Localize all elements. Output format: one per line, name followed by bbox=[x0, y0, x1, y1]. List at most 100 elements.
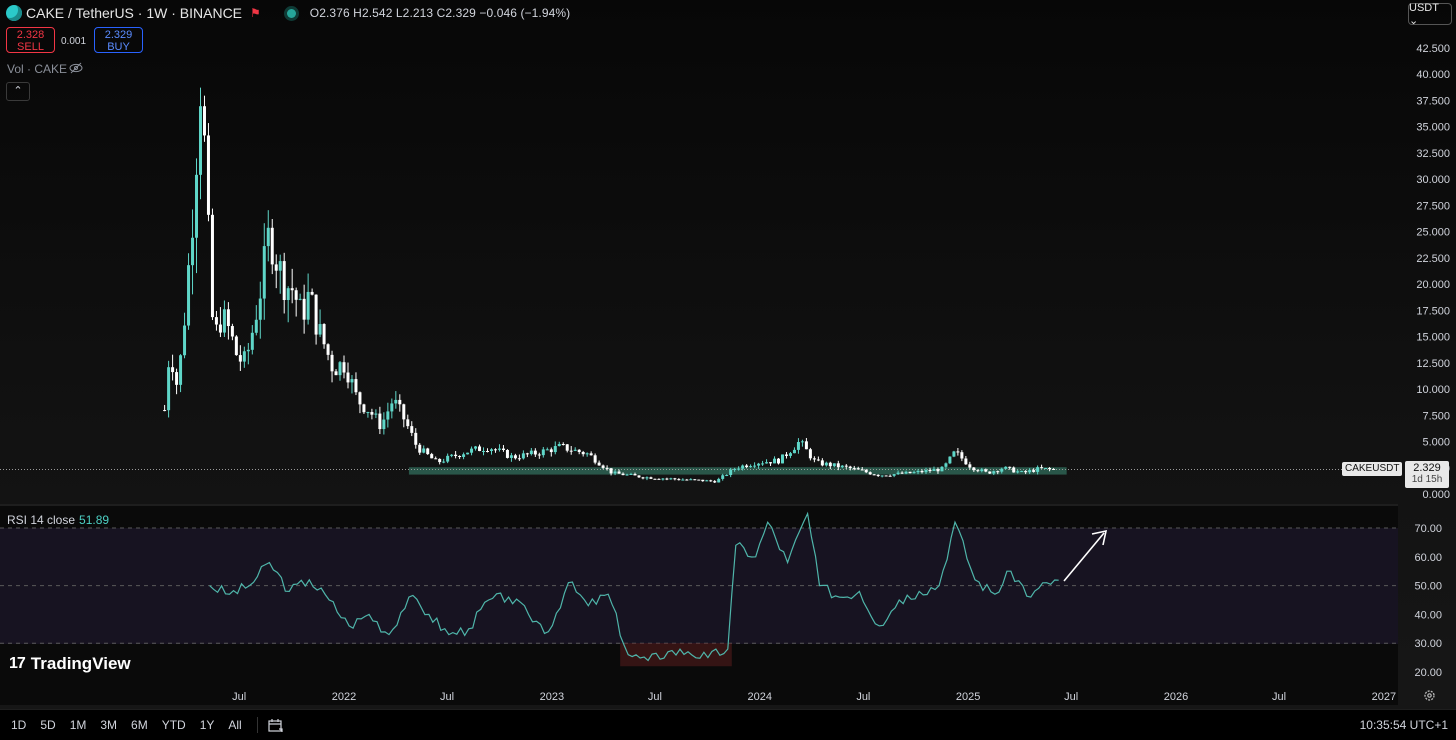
settings-gear-icon[interactable] bbox=[1423, 689, 1436, 702]
timeframe-ytd[interactable]: YTD bbox=[161, 718, 186, 732]
candle-body bbox=[254, 319, 258, 333]
collapse-button[interactable]: ⌃ bbox=[6, 82, 30, 101]
candle-body bbox=[932, 469, 936, 471]
time-tick-label: Jul bbox=[232, 691, 246, 703]
candle-body bbox=[354, 379, 358, 393]
candle-body bbox=[721, 475, 725, 479]
candle-body bbox=[753, 465, 757, 467]
candle-body bbox=[222, 309, 226, 333]
last-price: 2.329 bbox=[1413, 462, 1441, 474]
candle-body bbox=[553, 446, 557, 453]
price-axis[interactable]: 0.0002.5005.0007.50010.00012.50015.00017… bbox=[1416, 43, 1450, 501]
candle-body bbox=[980, 469, 984, 472]
date-range-icon[interactable] bbox=[268, 718, 284, 733]
candle-body bbox=[573, 449, 577, 451]
candle-body bbox=[749, 466, 753, 468]
rsi-axis[interactable]: 20.00 30.00 40.00 50.00 60.00 70.00 bbox=[1414, 523, 1442, 679]
candle-body bbox=[816, 459, 820, 461]
candle-body bbox=[713, 481, 717, 483]
timeframe-6m[interactable]: 6M bbox=[131, 718, 148, 732]
candle-body bbox=[458, 456, 462, 458]
timeframe-1m[interactable]: 1M bbox=[69, 718, 87, 732]
candle-body bbox=[808, 449, 812, 459]
buy-label: BUY bbox=[107, 41, 130, 53]
candle-body bbox=[282, 261, 286, 301]
candle-body bbox=[167, 367, 171, 411]
candle-body bbox=[649, 477, 653, 479]
volume-label[interactable]: Vol · CAKE bbox=[7, 62, 68, 76]
candle-body bbox=[394, 399, 398, 404]
price-tick-label: 15.000 bbox=[1416, 332, 1450, 344]
candle-body bbox=[673, 478, 677, 480]
candle-body bbox=[856, 468, 860, 470]
tradingview-logo[interactable]: 17 TradingView bbox=[9, 654, 131, 674]
candle-body bbox=[250, 332, 254, 350]
candle-body bbox=[183, 325, 187, 356]
candle-body bbox=[741, 465, 745, 469]
price-tick-label: 12.500 bbox=[1416, 358, 1450, 370]
candle-body bbox=[314, 294, 318, 335]
sell-price: 2.328 bbox=[16, 29, 45, 41]
candle-body bbox=[1036, 467, 1040, 472]
candle-body bbox=[832, 463, 836, 467]
candle-body bbox=[470, 448, 474, 453]
candle-body bbox=[1032, 470, 1036, 472]
time-axis[interactable]: Jul 2022 Jul 2023 Jul 2024 Jul 2025 Jul 2026 Jul 20… bbox=[232, 691, 1396, 703]
price-tick-label: 10.000 bbox=[1416, 384, 1450, 396]
candle-body bbox=[557, 444, 561, 447]
timeframe-1d[interactable]: 1D bbox=[11, 718, 27, 732]
timeframe-all[interactable]: All bbox=[228, 718, 242, 732]
buy-button[interactable]: 2.329 BUY bbox=[94, 27, 143, 53]
hidden-eye-icon[interactable] bbox=[69, 62, 83, 74]
bottom-toolbar: 1D 5D 1M 3M 6M YTD 1Y All 10:35:54 UTC+1 bbox=[0, 709, 1456, 740]
red-flag-icon[interactable]: ⚑ bbox=[250, 6, 261, 20]
chart-canvas[interactable]: 0.0002.5005.0007.50010.00012.50015.00017… bbox=[0, 0, 1456, 709]
candle-body bbox=[497, 448, 501, 450]
tradingview-wordmark: TradingView bbox=[30, 654, 131, 673]
candle-body bbox=[601, 465, 605, 468]
candle-body bbox=[585, 453, 589, 455]
candle-body bbox=[270, 227, 274, 265]
candle-body bbox=[709, 480, 713, 482]
candle-body bbox=[701, 479, 705, 482]
candle-body bbox=[489, 449, 493, 452]
candle-body bbox=[685, 479, 689, 481]
candle-body bbox=[306, 291, 310, 320]
tradingview-mark-icon: 17 bbox=[9, 655, 26, 672]
candle-body bbox=[645, 477, 649, 479]
clock[interactable]: 10:35:54 UTC+1 bbox=[1359, 718, 1448, 732]
candle-body bbox=[414, 432, 418, 445]
candle-body bbox=[175, 372, 179, 385]
symbol-title[interactable]: CAKE / TetherUS · 1W · BINANCE bbox=[26, 5, 243, 21]
candle-body bbox=[784, 454, 788, 456]
candle-body bbox=[940, 466, 944, 472]
candle-body bbox=[195, 174, 199, 238]
candle-body bbox=[1040, 467, 1044, 469]
currency-button[interactable]: USDT ⌄ bbox=[1408, 2, 1452, 27]
candle-body bbox=[681, 479, 685, 481]
rsi-tick-label: 30.00 bbox=[1414, 638, 1442, 650]
time-tick-label: 2022 bbox=[332, 691, 356, 703]
candle-body bbox=[422, 448, 426, 453]
rsi-tick-label: 50.00 bbox=[1414, 581, 1442, 593]
candle-body bbox=[872, 474, 876, 476]
candle-body bbox=[844, 465, 848, 467]
candle-body bbox=[529, 450, 533, 455]
trend-arrow bbox=[1063, 529, 1108, 582]
candle-body bbox=[677, 479, 681, 481]
candle-body bbox=[896, 472, 900, 475]
symbol-price-tag: CAKEUSDT bbox=[1342, 462, 1403, 476]
candle-body bbox=[290, 288, 294, 291]
timeframe-5d[interactable]: 5D bbox=[40, 718, 56, 732]
rsi-legend[interactable]: RSI 14 close 51.89 bbox=[7, 513, 109, 527]
timeframe-1y[interactable]: 1Y bbox=[199, 718, 215, 732]
candle-body bbox=[525, 453, 529, 455]
candle-body bbox=[972, 467, 976, 471]
timeframe-3m[interactable]: 3M bbox=[100, 718, 118, 732]
candle-body bbox=[541, 449, 545, 456]
candle-body bbox=[493, 449, 497, 451]
price-series bbox=[163, 87, 1056, 484]
candle-body bbox=[326, 344, 330, 355]
sell-button[interactable]: 2.328 SELL bbox=[6, 27, 55, 53]
rsi-tick-label: 40.00 bbox=[1414, 609, 1442, 621]
